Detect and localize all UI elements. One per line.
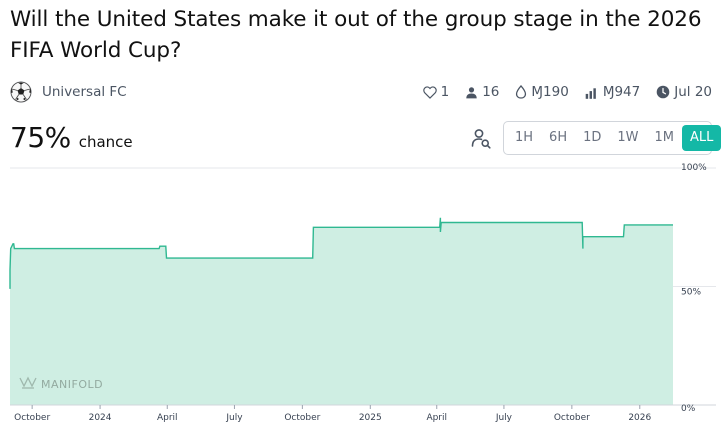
x-tick-label: April <box>157 413 178 423</box>
x-tick-label: 2026 <box>628 413 651 423</box>
probability-line <box>9 217 673 289</box>
range-button-1m[interactable]: 1M <box>654 130 675 145</box>
probability-value: 75% <box>10 121 71 154</box>
bar-chart-icon <box>585 87 596 99</box>
y-tick-50: 50% <box>681 288 701 298</box>
manifold-watermark: MANIFOLD <box>41 378 103 391</box>
probability-label: chance <box>78 133 133 151</box>
user-search-icon[interactable] <box>470 128 492 150</box>
creator[interactable]: Universal FC <box>10 80 127 104</box>
clock-icon <box>656 85 670 99</box>
likes-count: 1 <box>440 84 450 100</box>
probability-area <box>10 217 673 405</box>
user-icon <box>466 86 477 98</box>
close-date-stat[interactable]: Jul 20 <box>656 84 712 100</box>
range-button-1w[interactable]: 1W <box>617 130 639 145</box>
liquidity-stat: Ɱ190 <box>515 84 569 100</box>
x-tick-label: April <box>426 413 447 423</box>
range-button-1d[interactable]: 1D <box>583 130 602 145</box>
traders-count: 16 <box>482 84 500 100</box>
volume-amount: Ɱ947 <box>602 84 641 100</box>
creator-name[interactable]: Universal FC <box>42 84 127 100</box>
droplet-icon <box>516 85 527 99</box>
x-tick-label: October <box>284 413 320 423</box>
y-tick-100: 100% <box>681 163 707 173</box>
range-button-all[interactable]: ALL <box>682 125 722 151</box>
x-tick-label: October <box>14 413 50 423</box>
x-tick-label: July <box>495 413 513 423</box>
manifold-logo-icon <box>19 376 37 389</box>
volume-stat: Ɱ947 <box>585 84 640 100</box>
x-tick-label: 2024 <box>89 413 112 423</box>
heart-icon <box>422 85 437 99</box>
range-button-1h[interactable]: 1H <box>515 130 534 145</box>
x-tick-label: 2025 <box>359 413 382 423</box>
probability-chart: 100% 50% 0% October 2024 April July October 2025… <box>9 163 716 423</box>
x-tick-label: July <box>225 413 243 423</box>
market-question: Will the United States make it out of th… <box>10 7 702 63</box>
soccer-ball-icon[interactable] <box>10 81 32 103</box>
liquidity-amount: Ɱ190 <box>531 84 569 100</box>
probability: 75% chance <box>10 121 133 154</box>
close-date: Jul 20 <box>674 84 712 100</box>
market-stats: 1 16 Ɱ190 Ɱ947 Jul 20 <box>422 81 712 103</box>
likes-stat[interactable]: 1 <box>422 84 450 100</box>
x-tick-label: October <box>554 413 590 423</box>
time-range-selector: 1H 6H 1D 1W 1M ALL <box>503 121 722 155</box>
y-tick-0: 0% <box>681 404 696 414</box>
range-button-6h[interactable]: 6H <box>549 130 568 145</box>
traders-stat: 16 <box>465 84 499 100</box>
